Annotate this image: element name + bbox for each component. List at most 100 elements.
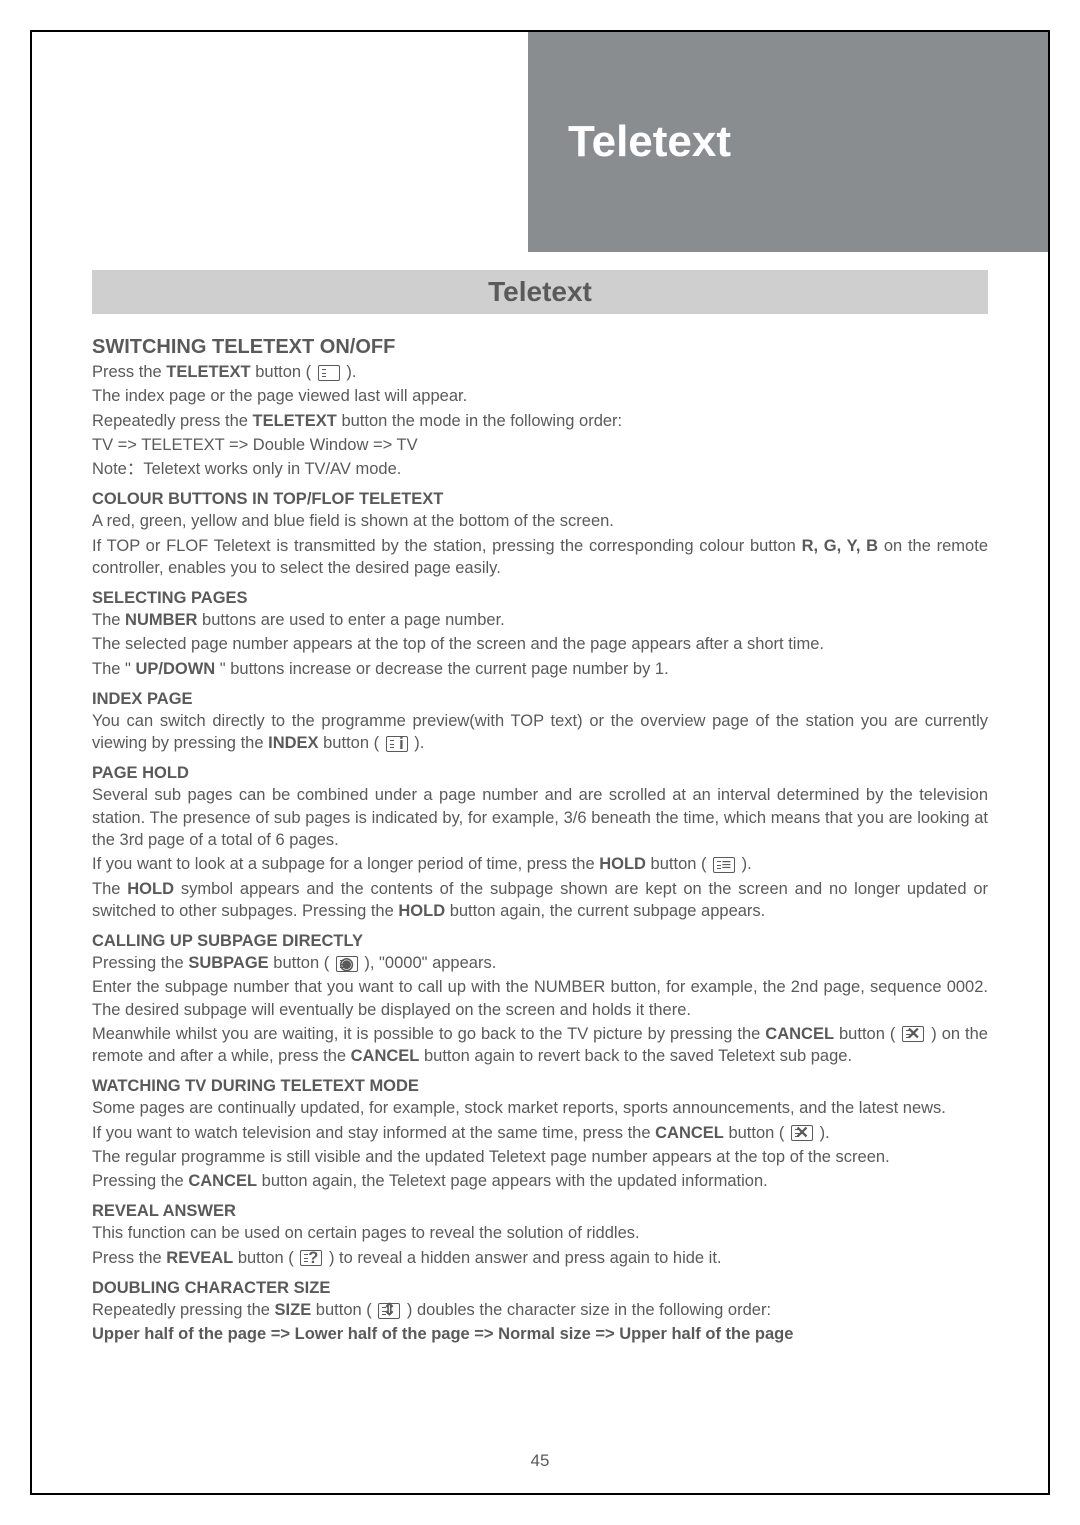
body-text: The index page or the page viewed last w… <box>92 385 988 407</box>
heading-selecting: SELECTING PAGES <box>92 589 988 608</box>
text: " buttons increase or decrease the curre… <box>215 660 668 678</box>
body-text: If you want to look at a subpage for a l… <box>92 853 988 875</box>
chapter-header: Teletext <box>528 32 1048 252</box>
body-text: Upper half of the page => Lower half of … <box>92 1323 988 1345</box>
text-bold: CANCEL <box>655 1124 724 1142</box>
heading-watching: WATCHING TV DURING TELETEXT MODE <box>92 1077 988 1096</box>
section-banner: Teletext <box>92 270 988 314</box>
index-icon: i <box>386 736 408 752</box>
cancel-icon: ✕ <box>791 1125 813 1141</box>
body-text: Note：Teletext works only in TV/AV mode. <box>92 458 988 480</box>
text: button ( <box>269 954 334 972</box>
page-number: 45 <box>32 1451 1048 1471</box>
text: button ( <box>233 1249 298 1267</box>
text: ). <box>410 734 425 752</box>
text: The <box>92 611 125 629</box>
text: Pressing the <box>92 1172 188 1190</box>
text-bold: HOLD <box>127 880 174 898</box>
icon-label: ✕ <box>906 1023 920 1045</box>
text-bold: HOLD <box>398 902 445 920</box>
page-frame: Teletext Teletext SWITCHING TELETEXT ON/… <box>30 30 1050 1495</box>
body-text: Enter the subpage number that you want t… <box>92 976 988 1021</box>
icon-label: ✕ <box>795 1122 809 1144</box>
body-text: Press the REVEAL button ( ? ) to reveal … <box>92 1247 988 1269</box>
body-text: You can switch directly to the programme… <box>92 710 988 755</box>
hold-icon: ≡ <box>713 857 735 873</box>
body-text: Repeatedly pressing the SIZE button ( ⇕ … <box>92 1299 988 1321</box>
text: Press the <box>92 363 166 381</box>
icon-label: ⇕ <box>383 1299 397 1321</box>
text: Repeatedly pressing the <box>92 1301 275 1319</box>
text-bold: SUBPAGE <box>188 954 268 972</box>
icon-label: ≡ <box>721 854 731 876</box>
body-text: The NUMBER buttons are used to enter a p… <box>92 609 988 631</box>
text-bold: R, G, Y, B <box>802 537 879 555</box>
heading-switching: SWITCHING TELETEXT ON/OFF <box>92 336 988 359</box>
body-text: Meanwhile whilst you are waiting, it is … <box>92 1023 988 1068</box>
text: button again, the current subpage appear… <box>445 902 765 920</box>
body-text: The " UP/DOWN " buttons increase or decr… <box>92 658 988 680</box>
body-text: Some pages are continually updated, for … <box>92 1097 988 1119</box>
text: If you want to look at a subpage for a l… <box>92 855 599 873</box>
text: button ( <box>311 1301 376 1319</box>
text: button ( <box>251 363 316 381</box>
text: button ( <box>319 734 384 752</box>
body-text: The HOLD symbol appears and the contents… <box>92 878 988 923</box>
text: If you want to watch television and stay… <box>92 1124 655 1142</box>
icon-label: ? <box>308 1247 318 1269</box>
body-text: This function can be used on certain pag… <box>92 1222 988 1244</box>
text-bold: NUMBER <box>125 611 197 629</box>
text: button again, the Teletext page appears … <box>257 1172 768 1190</box>
subpage-icon: ◉ <box>336 956 358 972</box>
text: Repeatedly press the <box>92 412 253 430</box>
body-text: Pressing the SUBPAGE button ( ◉ ), "0000… <box>92 952 988 974</box>
text: The " <box>92 660 135 678</box>
chapter-title: Teletext <box>568 117 731 167</box>
text: button ( <box>834 1025 900 1043</box>
heading-colour: COLOUR BUTTONS IN TOP/FLOF TELETEXT <box>92 490 988 509</box>
text: Meanwhile whilst you are waiting, it is … <box>92 1025 765 1043</box>
text: button ( <box>646 855 711 873</box>
text-bold: SIZE <box>275 1301 312 1319</box>
text: ), "0000" appears. <box>360 954 496 972</box>
text: If TOP or FLOF Teletext is transmitted b… <box>92 537 802 555</box>
text: You can switch directly to the programme… <box>92 712 988 752</box>
heading-size: DOUBLING CHARACTER SIZE <box>92 1279 988 1298</box>
body-text: Pressing the CANCEL button again, the Te… <box>92 1170 988 1192</box>
body-text: If TOP or FLOF Teletext is transmitted b… <box>92 535 988 580</box>
heading-hold: PAGE HOLD <box>92 764 988 783</box>
icon-label: ◉ <box>339 953 353 975</box>
text: button again to revert back to the saved… <box>419 1047 852 1065</box>
text: ). <box>342 363 357 381</box>
text-bold: TELETEXT <box>253 412 337 430</box>
text-bold: TELETEXT <box>166 363 250 381</box>
text-bold: REVEAL <box>166 1249 233 1267</box>
text: ). <box>815 1124 830 1142</box>
reveal-icon: ? <box>300 1250 322 1266</box>
body-text: TV => TELETEXT => Double Window => TV <box>92 434 988 456</box>
text: ) to reveal a hidden answer and press ag… <box>324 1249 721 1267</box>
body-text: The selected page number appears at the … <box>92 633 988 655</box>
text: buttons are used to enter a page number. <box>197 611 504 629</box>
text-bold: CANCEL <box>188 1172 257 1190</box>
text-bold: CANCEL <box>351 1047 420 1065</box>
text-bold: INDEX <box>268 734 318 752</box>
body-text: Press the TELETEXT button ( ). <box>92 361 988 383</box>
text-bold: UP/DOWN <box>135 660 215 678</box>
size-icon: ⇕ <box>378 1303 400 1319</box>
body-text: Repeatedly press the TELETEXT button the… <box>92 410 988 432</box>
text: ). <box>737 855 752 873</box>
body-text: If you want to watch television and stay… <box>92 1122 988 1144</box>
cancel-icon: ✕ <box>902 1026 924 1042</box>
text: button the mode in the following order: <box>337 412 622 430</box>
text-bold: HOLD <box>599 855 646 873</box>
heading-index: INDEX PAGE <box>92 690 988 709</box>
heading-reveal: REVEAL ANSWER <box>92 1202 988 1221</box>
heading-subpage: CALLING UP SUBPAGE DIRECTLY <box>92 932 988 951</box>
text: button ( <box>724 1124 789 1142</box>
icon-label: i <box>399 733 404 755</box>
text: Teletext works only in TV/AV mode. <box>143 460 401 478</box>
text: Pressing the <box>92 954 188 972</box>
body-text: Several sub pages can be combined under … <box>92 784 988 851</box>
text-bold: CANCEL <box>765 1025 834 1043</box>
